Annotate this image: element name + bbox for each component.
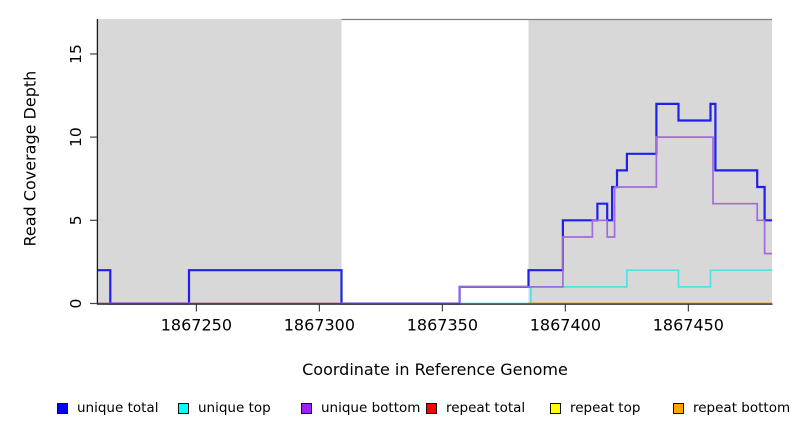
- legend-item-unique-bottom: unique bottom: [301, 398, 420, 418]
- legend-item-repeat-total: repeat total: [426, 398, 525, 418]
- legend-label: repeat bottom: [693, 400, 791, 416]
- legend-swatch-repeat-total: [426, 402, 437, 414]
- legend-item-repeat-top: repeat top: [550, 398, 640, 418]
- legend-label: unique top: [198, 400, 271, 416]
- shaded-region: [528, 19, 772, 304]
- legend-label: repeat top: [570, 400, 641, 416]
- series-line-unique-top: [98, 269, 772, 305]
- shaded-region: [98, 19, 342, 304]
- x-tick-label: 1867450: [653, 316, 724, 335]
- legend-swatch-unique-total: [57, 402, 68, 414]
- legend-swatch-unique-bottom: [301, 402, 312, 414]
- y-tick-label: 10: [67, 127, 85, 147]
- y-tick-label: 15: [67, 44, 85, 64]
- series-line-unique-total: [98, 102, 772, 305]
- legend-swatch-unique-top: [178, 402, 189, 414]
- legend-item-unique-total: unique total: [57, 398, 158, 418]
- x-tick-label: 1867300: [284, 316, 355, 335]
- y-axis-title: Read Coverage Depth: [20, 70, 40, 247]
- legend-label: repeat total: [446, 400, 526, 416]
- legend-label: unique total: [77, 400, 159, 416]
- legend-swatch-repeat-top: [550, 402, 561, 414]
- legend-item-unique-top: unique top: [178, 398, 271, 418]
- legend-label: unique bottom: [321, 400, 421, 416]
- legend-item-repeat-bottom: repeat bottom: [673, 398, 790, 418]
- x-tick-label: 1867350: [407, 316, 478, 335]
- y-tick-label: 0: [67, 299, 85, 309]
- legend-swatch-repeat-bottom: [673, 402, 684, 414]
- x-axis-title: Coordinate in Reference Genome: [302, 360, 568, 379]
- y-tick-label: 5: [67, 215, 85, 225]
- series-line-unique-bottom: [98, 136, 772, 305]
- x-tick-label: 1867400: [530, 316, 601, 335]
- legend: unique total unique top unique bottom re…: [0, 398, 792, 420]
- x-tick-label: 1867250: [161, 316, 232, 335]
